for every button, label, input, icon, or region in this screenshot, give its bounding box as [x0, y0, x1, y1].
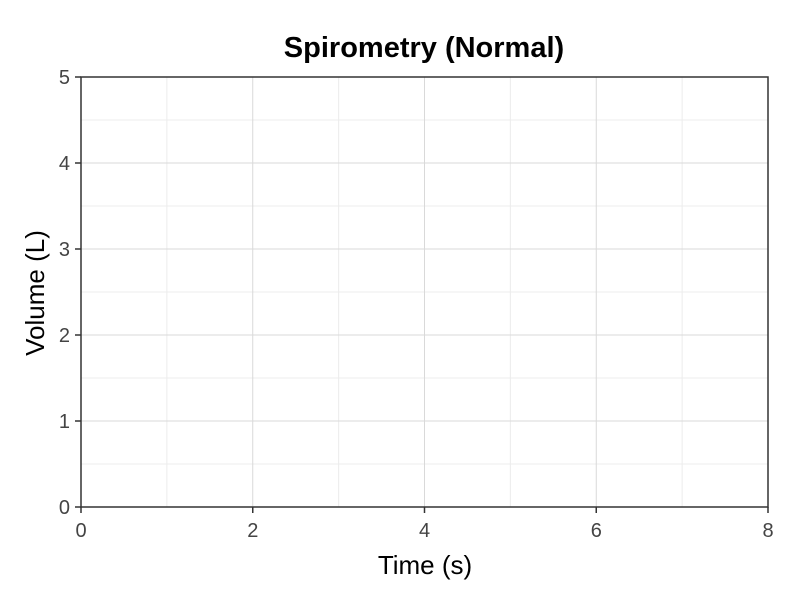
- x-tick-label-1: 2: [247, 520, 258, 542]
- x-axis-ticks: 0 2 4 6 8: [75, 507, 774, 542]
- x-tick-label-3: 6: [591, 520, 602, 542]
- x-tick-label-4: 8: [762, 520, 773, 542]
- chart-title: Spirometry (Normal): [284, 32, 564, 64]
- y-tick-label-1: 1: [59, 411, 70, 433]
- y-tick-label-2: 2: [59, 325, 70, 347]
- y-tick-label-0: 0: [59, 497, 70, 519]
- y-tick-label-4: 4: [59, 153, 70, 175]
- x-tick-label-0: 0: [75, 520, 86, 542]
- y-tick-label-5: 5: [59, 67, 70, 89]
- y-axis-title: Volume (L): [20, 230, 50, 356]
- y-tick-label-3: 3: [59, 239, 70, 261]
- x-tick-label-2: 4: [419, 520, 430, 542]
- y-axis-ticks: 0 1 2 3 4 5: [59, 67, 81, 519]
- x-axis-title: Time (s): [378, 550, 472, 580]
